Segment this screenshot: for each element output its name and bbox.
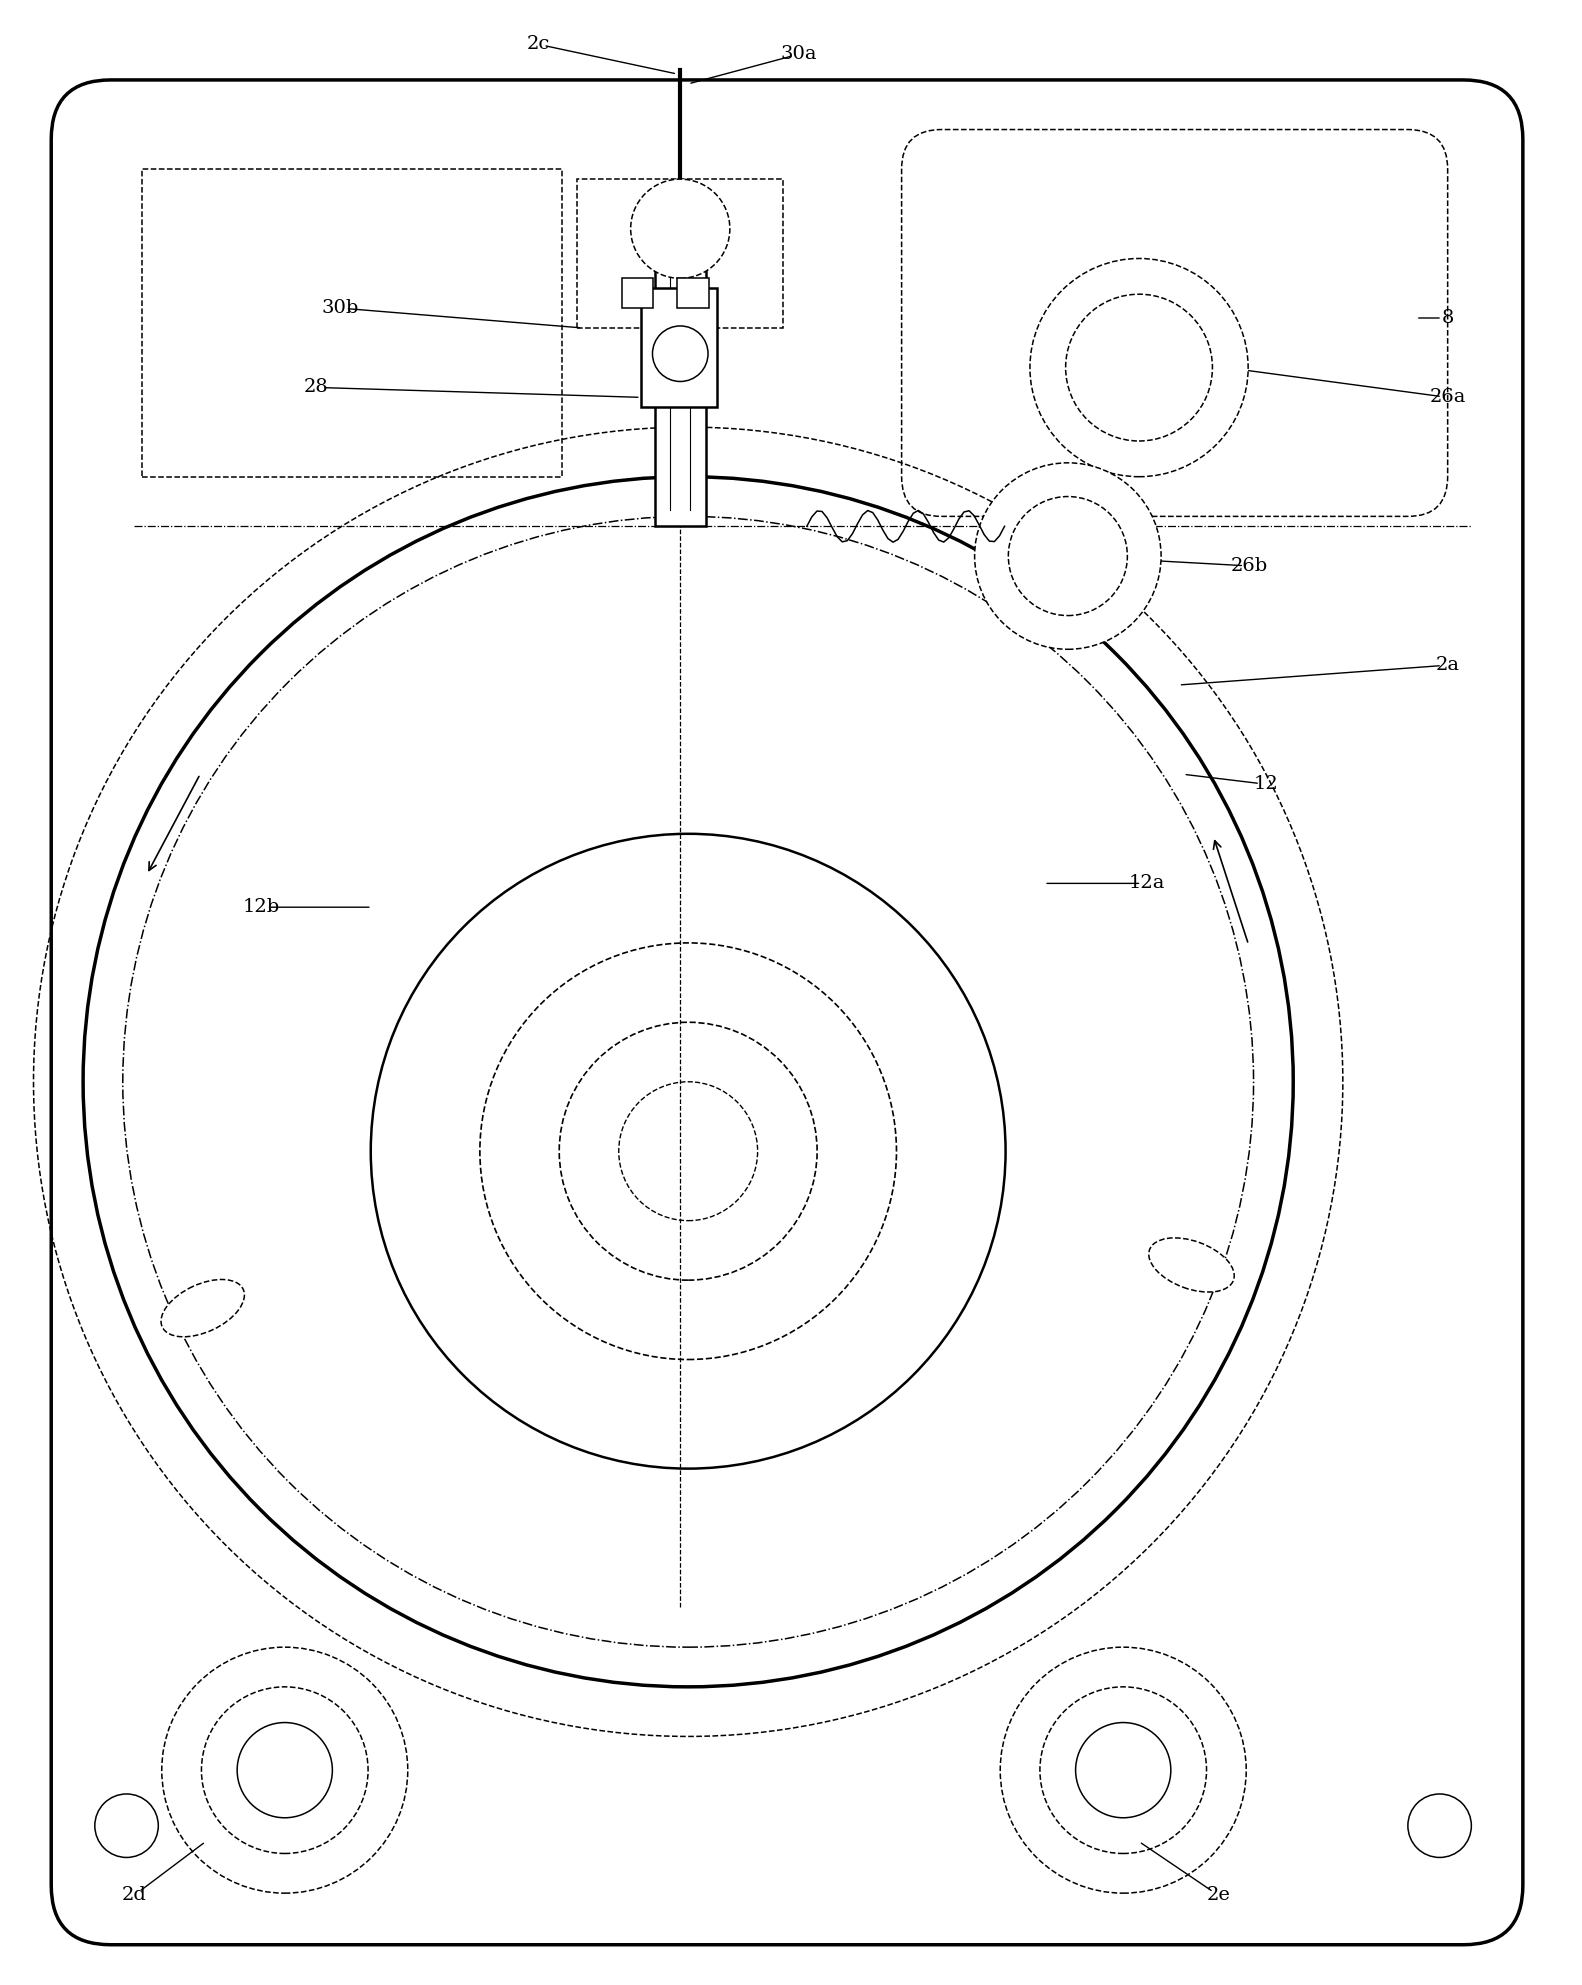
Text: 12b: 12b — [242, 897, 280, 917]
Text: 8: 8 — [1441, 310, 1454, 328]
Text: 2c: 2c — [527, 36, 549, 54]
Text: 2a: 2a — [1435, 657, 1460, 675]
Text: 30a: 30a — [780, 46, 818, 64]
Bar — [577, 179, 783, 328]
Text: 26a: 26a — [1430, 389, 1465, 407]
Circle shape — [631, 179, 729, 278]
Ellipse shape — [161, 1280, 244, 1336]
Text: 28: 28 — [304, 379, 329, 397]
Bar — [655, 189, 706, 526]
Bar — [677, 278, 709, 308]
FancyBboxPatch shape — [902, 129, 1448, 516]
Bar — [142, 169, 562, 476]
Bar — [622, 278, 653, 308]
Bar — [641, 288, 717, 407]
Circle shape — [652, 326, 709, 381]
Text: 2d: 2d — [122, 1886, 147, 1904]
Text: 12: 12 — [1253, 776, 1278, 794]
Ellipse shape — [1149, 1239, 1234, 1292]
Text: 30b: 30b — [321, 300, 359, 318]
Circle shape — [975, 463, 1161, 649]
Text: 2e: 2e — [1205, 1886, 1231, 1904]
Text: 12a: 12a — [1130, 873, 1164, 893]
Text: 26b: 26b — [1231, 558, 1269, 576]
Circle shape — [1030, 258, 1248, 476]
FancyBboxPatch shape — [51, 79, 1523, 1945]
